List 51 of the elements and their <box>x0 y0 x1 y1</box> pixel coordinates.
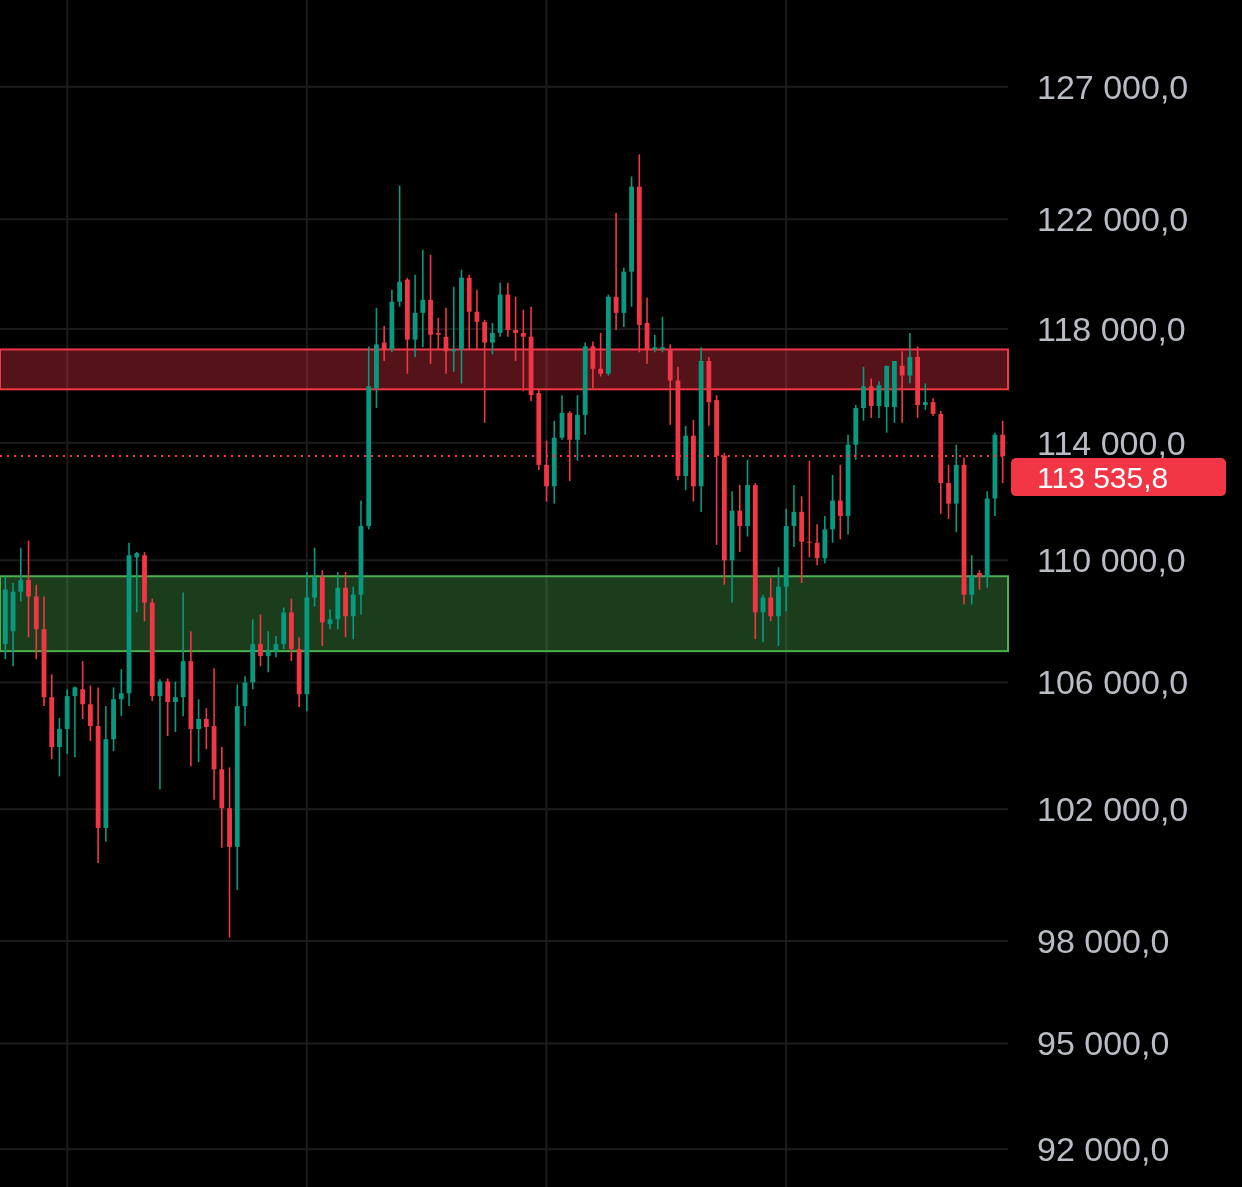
candlestick <box>265 630 271 673</box>
candlestick <box>490 322 495 356</box>
y-tick-label: 95 000,0 <box>1037 1024 1170 1063</box>
y-tick-label: 92 000,0 <box>1037 1130 1170 1169</box>
candlestick <box>737 484 743 553</box>
candlestick <box>118 668 124 717</box>
ref-line-label: 113 535,8 <box>1037 460 1169 494</box>
candlestick <box>806 459 812 559</box>
candlestick <box>80 660 86 720</box>
candlestick <box>768 577 774 623</box>
candlestick <box>258 613 263 668</box>
candlestick <box>173 680 178 733</box>
candlestick <box>397 184 403 308</box>
candlestick <box>814 523 820 566</box>
y-tick-label: 102 000,0 <box>1037 790 1189 829</box>
candlestick <box>660 315 665 354</box>
y-tick-label: 118 000,0 <box>1037 309 1186 348</box>
y-tick-label: 122 000,0 <box>1037 200 1189 239</box>
candlestick <box>977 569 982 591</box>
candlestick <box>907 332 913 385</box>
candlestick <box>946 464 951 520</box>
y-tick-label: 98 000,0 <box>1037 921 1170 960</box>
candlestick <box>26 539 31 638</box>
y-tick-label: 127 000,0 <box>1037 67 1189 106</box>
candlestick <box>451 285 457 373</box>
candlestick <box>57 717 62 778</box>
candlestick <box>861 365 866 422</box>
candlestick <box>520 309 526 393</box>
candlestick <box>420 249 426 349</box>
candlestick <box>969 554 975 606</box>
candlestick <box>513 295 518 362</box>
candlestick <box>899 350 905 424</box>
candlestick <box>196 698 202 763</box>
candlestick <box>203 707 209 750</box>
candlestick <box>652 333 658 354</box>
candlestick <box>598 332 604 378</box>
candlestick <box>87 684 93 742</box>
candlestick <box>165 677 171 737</box>
candlestick <box>381 325 387 362</box>
y-tick-label: 106 000,0 <box>1037 663 1189 702</box>
candlestick <box>134 551 140 614</box>
candlestick <box>837 464 843 541</box>
y-tick-label: 114 000,0 <box>1037 423 1186 462</box>
candlestick <box>312 546 317 608</box>
y-tick-label: 110 000,0 <box>1037 541 1186 580</box>
candlestick <box>435 317 441 351</box>
candlestick <box>18 546 24 603</box>
candlestick <box>350 585 356 640</box>
candlestick <box>482 319 488 424</box>
candlestick <box>868 377 874 419</box>
candlestick <box>922 382 928 411</box>
